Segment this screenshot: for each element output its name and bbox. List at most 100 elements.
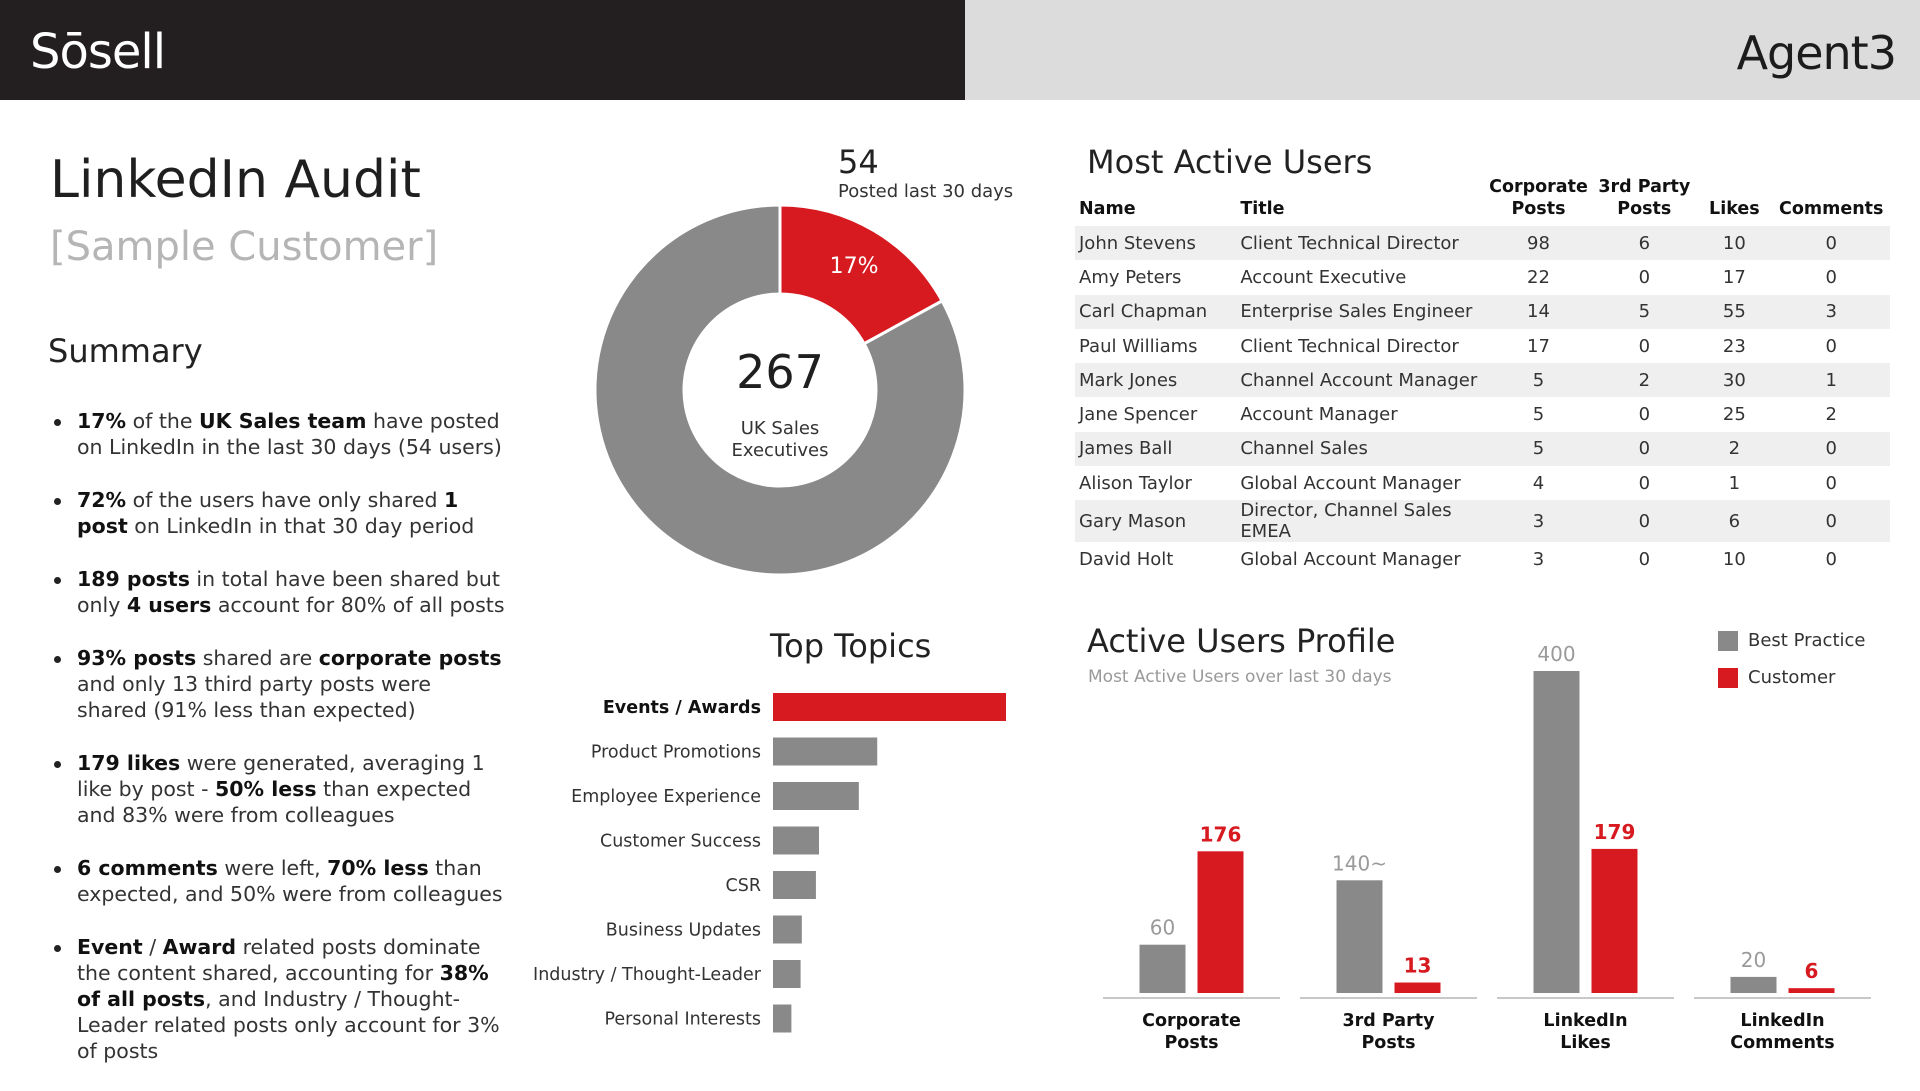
table-row: Carl Chapman Enterprise Sales Engineer 14 5…: [1075, 294, 1890, 329]
cell-comments: 0: [1825, 510, 1837, 532]
cell-name: James Ball: [1079, 438, 1173, 460]
cell-comments: 0: [1825, 472, 1837, 494]
profile-category-label: LinkedIn: [1543, 1011, 1627, 1031]
topic-bar: [773, 915, 802, 944]
cell-third-party-posts: 5: [1638, 301, 1651, 323]
table-row: Gary Mason Director, Channel Sales EMEA 3 0…: [1075, 500, 1890, 543]
most-active-users-heading: Most Active Users: [1087, 143, 1373, 181]
posted-count: 54: [838, 143, 879, 181]
cell-third-party-posts: 0: [1638, 472, 1651, 494]
summary-highlight: corporate posts: [318, 646, 502, 670]
donut-center-label: UK Sales: [741, 418, 820, 439]
profile-category-label: LinkedIn: [1740, 1011, 1824, 1031]
profile-value-label: 179: [1594, 820, 1636, 844]
cell-likes: 25: [1722, 404, 1746, 426]
cell-comments: 0: [1825, 549, 1837, 571]
cell-corporate-posts: 5: [1532, 438, 1545, 460]
summary-item: 179 likes were generated, averaging 1 li…: [50, 750, 505, 828]
profile-category-label: Likes: [1560, 1033, 1611, 1053]
most-active-users-table: Name Title Corporate Posts 3rd Party Pos…: [1075, 176, 1890, 577]
summary-text: /: [142, 935, 163, 959]
cell-corporate-posts: 22: [1527, 266, 1550, 288]
legend-item-best-practice: Best Practice: [1718, 630, 1865, 651]
cell-comments: 1: [1825, 369, 1837, 391]
cell-comments: 0: [1825, 335, 1837, 357]
cell-title: Director, Channel Sales EMEA: [1240, 500, 1452, 543]
profile-value-label: 60: [1150, 916, 1175, 940]
summary-text: , and Industry / Thought-Leader related …: [77, 987, 500, 1063]
summary-item: 72% of the users have only shared 1 post…: [50, 487, 505, 539]
summary-text: shared are: [196, 646, 319, 670]
cell-third-party-posts: 0: [1638, 510, 1651, 532]
cell-comments: 3: [1825, 301, 1837, 323]
legend-item-customer: Customer: [1718, 667, 1865, 688]
topic-bar: [773, 693, 1006, 721]
table-row: Paul Williams Client Technical Director 17…: [1075, 329, 1890, 363]
donut-slice: [593, 203, 967, 577]
profile-category-label: Comments: [1730, 1033, 1834, 1053]
cell-name: Carl Chapman: [1079, 301, 1208, 323]
legend-label-best-practice: Best Practice: [1748, 630, 1866, 651]
cell-name: Jane Spencer: [1079, 404, 1198, 426]
profile-category-label: Posts: [1361, 1033, 1415, 1053]
profile-value-label: 20: [1741, 948, 1766, 972]
profile-category-label: Posts: [1164, 1033, 1218, 1053]
topic-label: CSR: [726, 876, 762, 896]
donut-center-label: Executives: [731, 440, 828, 461]
topic-label: Customer Success: [600, 832, 761, 852]
summary-text: related posts dominate the content share…: [77, 935, 481, 985]
summary-highlight: 72%: [77, 488, 127, 512]
cell-likes: 2: [1728, 438, 1741, 460]
cell-corporate-posts: 3: [1532, 510, 1545, 532]
topic-bar: [773, 826, 819, 855]
col-header-comments: Comments: [1779, 199, 1884, 219]
summary-highlight: 1 post: [77, 488, 459, 538]
cell-likes: 10: [1722, 232, 1746, 254]
summary-highlight: 6 comments: [77, 856, 218, 880]
cell-likes: 23: [1722, 335, 1746, 357]
profile-legend: Best Practice Customer: [1718, 630, 1865, 704]
col-header-corporate-posts: Corporate Posts: [1489, 177, 1588, 219]
summary-text: were left,: [217, 856, 328, 880]
table-row: David Holt Global Account Manager 3 0 10 0: [1075, 542, 1890, 576]
summary-list: 17% of the UK Sales team have posted on …: [50, 408, 505, 1091]
cell-comments: 0: [1825, 438, 1837, 460]
col-header-name: Name: [1079, 199, 1136, 219]
summary-text: were generated, averaging 1 like by post…: [77, 751, 485, 801]
cell-title: Channel Account Manager: [1240, 369, 1478, 391]
sosell-logo: Sōsell: [30, 24, 166, 80]
cell-title: Enterprise Sales Engineer: [1240, 301, 1473, 323]
summary-item: 189 posts in total have been shared but …: [50, 566, 505, 618]
cell-title: Client Technical Director: [1240, 335, 1459, 357]
cell-title: Channel Sales: [1240, 438, 1368, 460]
cell-third-party-posts: 0: [1638, 404, 1651, 426]
profile-value-label: 140~: [1332, 851, 1387, 875]
summary-text: on LinkedIn in that 30 day period: [127, 514, 475, 538]
col-header-title: Title: [1240, 199, 1285, 219]
topic-label: Product Promotions: [591, 743, 761, 763]
summary-highlight: 17%: [77, 409, 127, 433]
profile-category-label: Corporate: [1142, 1011, 1241, 1031]
summary-highlight: Event: [77, 935, 143, 959]
summary-highlight: 70% less: [327, 856, 429, 880]
cell-corporate-posts: 17: [1527, 335, 1550, 357]
cell-title: Global Account Manager: [1240, 549, 1461, 571]
agent3-logo: Agent3: [1736, 26, 1897, 80]
topic-label: Industry / Thought-Leader: [533, 965, 762, 985]
posted-label: Posted last 30 days: [838, 181, 1014, 202]
cell-likes: 55: [1722, 301, 1746, 323]
profile-value-label: 176: [1200, 822, 1242, 846]
summary-text: of the users have only shared: [126, 488, 444, 512]
cell-third-party-posts: 0: [1638, 438, 1651, 460]
cell-corporate-posts: 98: [1527, 232, 1550, 254]
summary-highlight: 189 posts: [77, 567, 190, 591]
cell-likes: 30: [1722, 369, 1746, 391]
cell-likes: 17: [1722, 266, 1746, 288]
cell-title: Account Manager: [1240, 404, 1398, 426]
cell-title: Client Technical Director: [1240, 232, 1459, 254]
cell-likes: 6: [1728, 510, 1741, 532]
topic-label: Employee Experience: [571, 787, 761, 807]
summary-item: 17% of the UK Sales team have posted on …: [50, 408, 505, 460]
summary-highlight: 179 likes: [77, 751, 181, 775]
header-left: Sōsell: [0, 0, 965, 100]
